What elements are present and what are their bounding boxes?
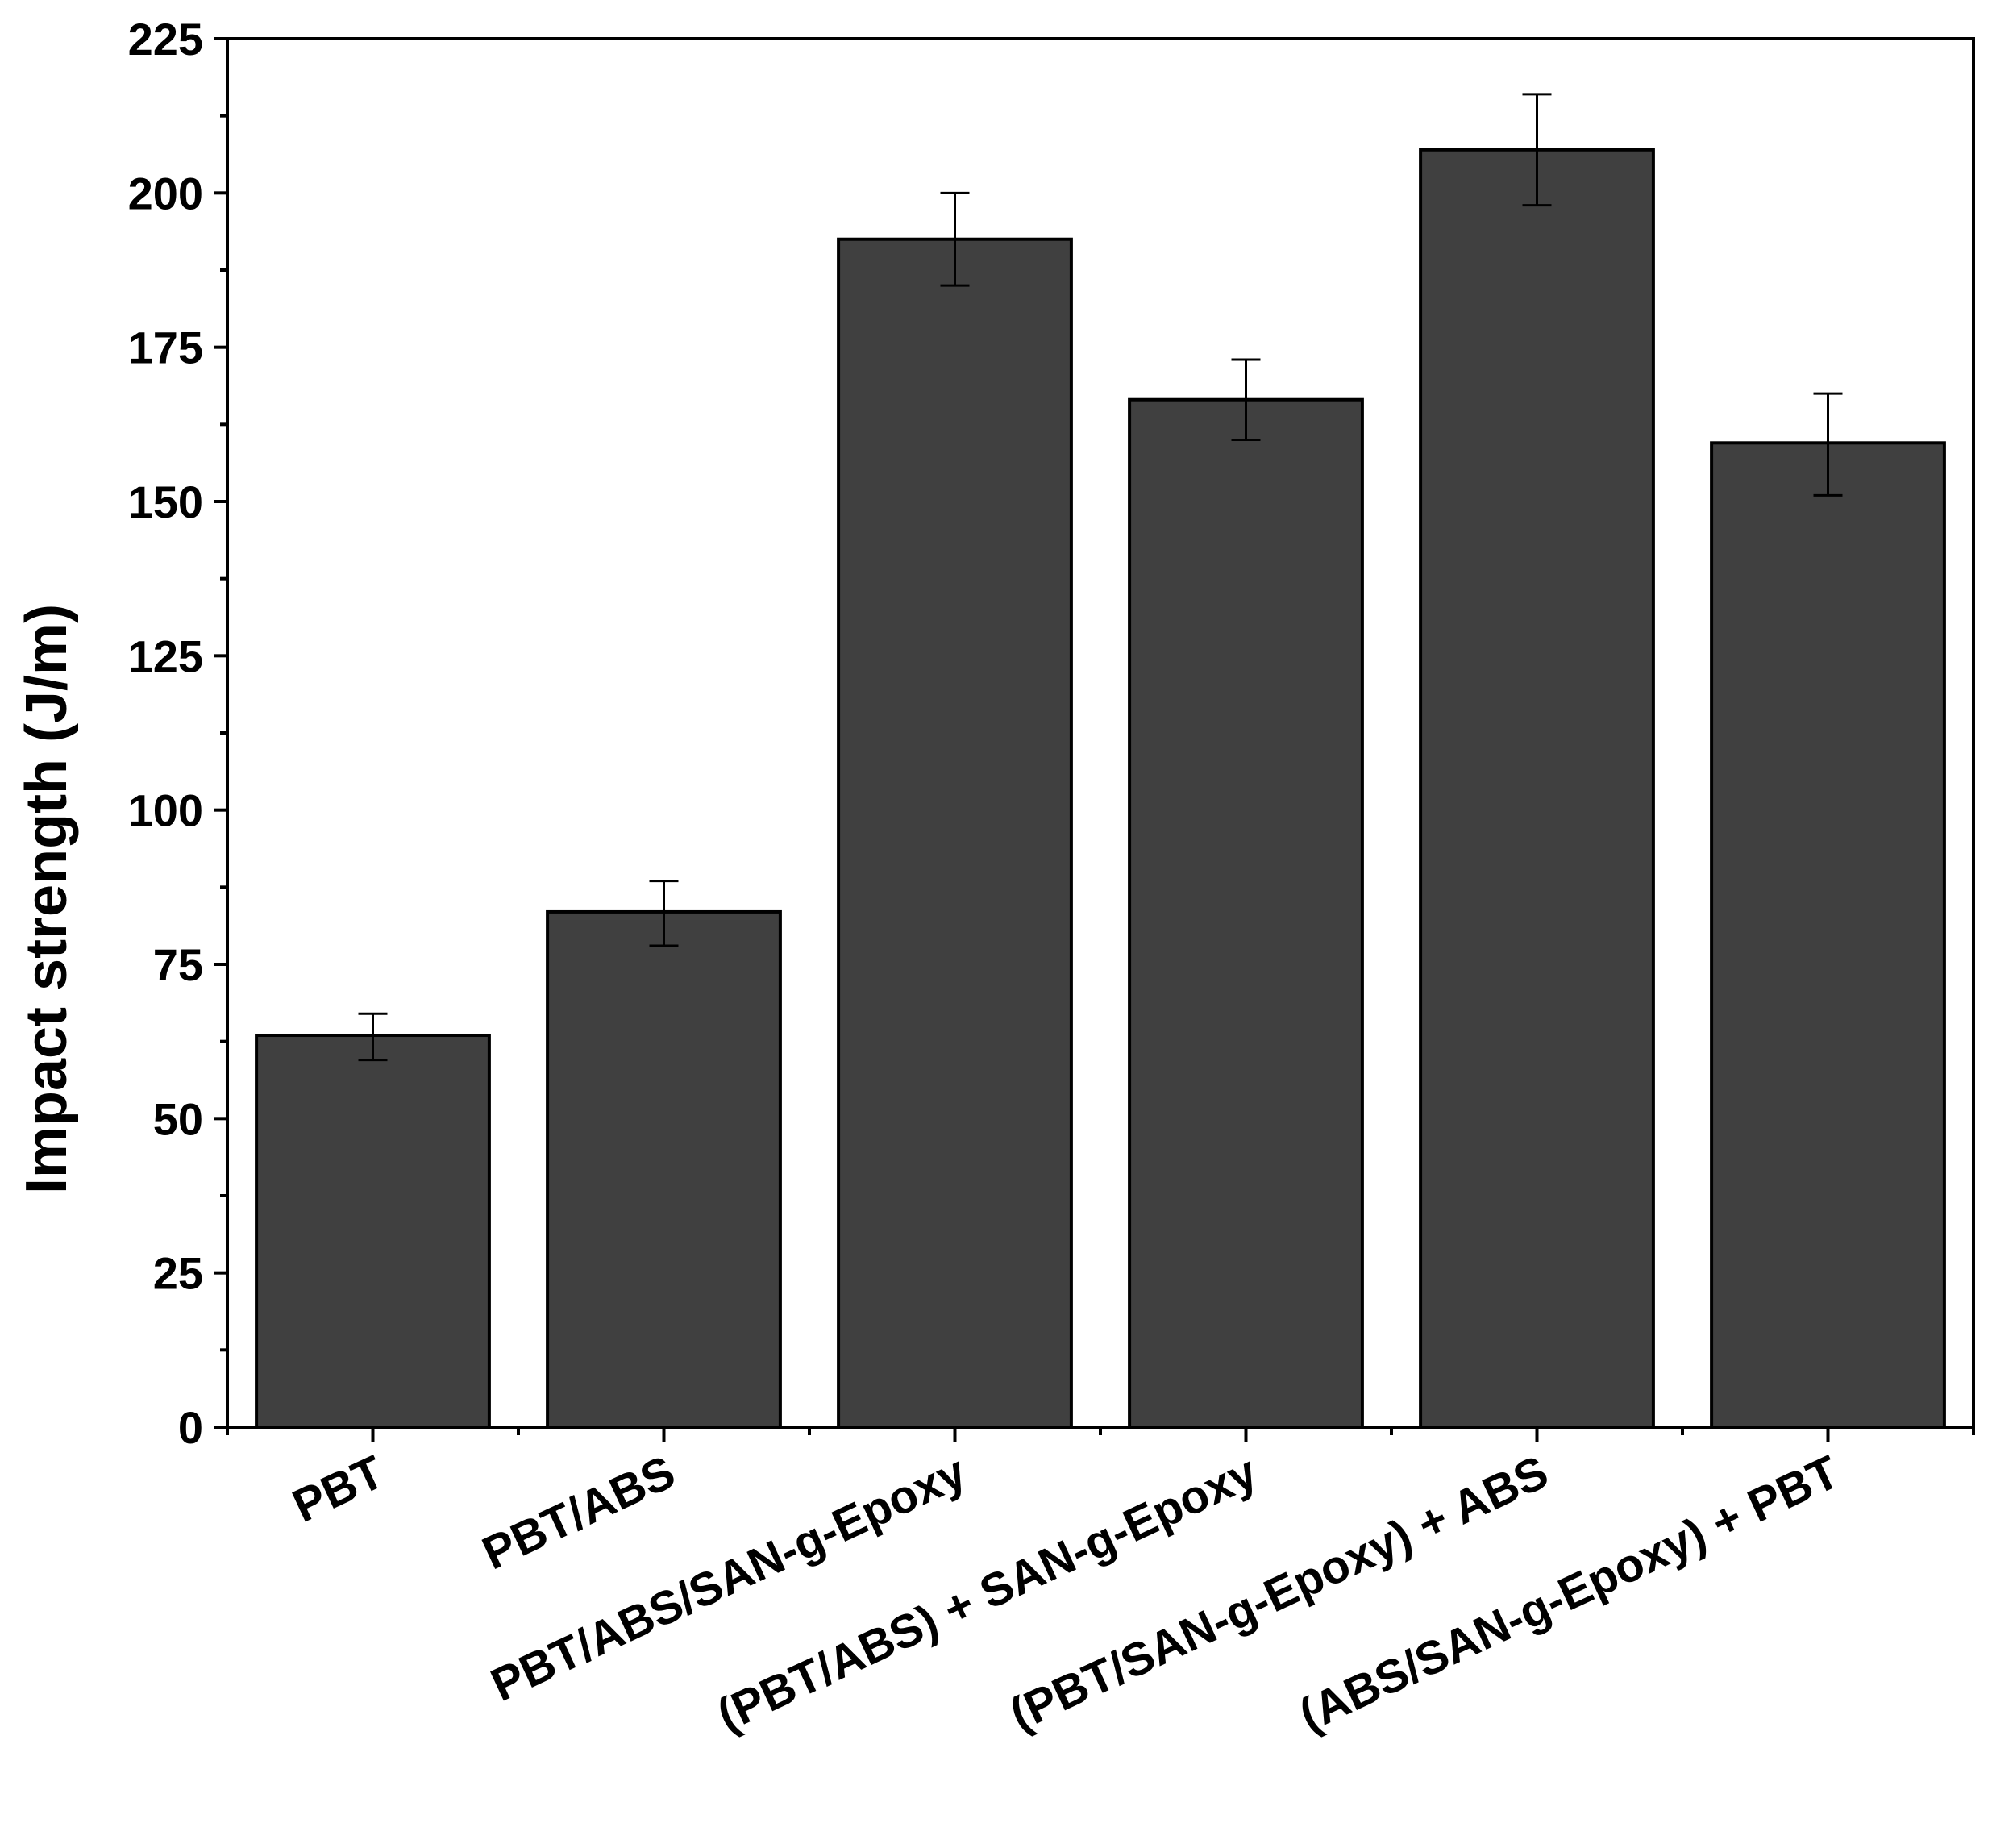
y-tick-label: 225	[128, 14, 203, 65]
bar-2	[546, 909, 782, 1429]
y-tick-label: 75	[153, 939, 203, 990]
error-bars-layer	[358, 93, 1843, 1062]
error-bar-3	[940, 191, 970, 287]
y-tick-label: 175	[128, 323, 203, 373]
x-tick-label: (PBT/SAN-g-Epoxy) + ABS	[1002, 1446, 1556, 1741]
x-tick-label: (PBT/ABS) + SAN-g-Epoxy	[709, 1446, 1265, 1742]
bar-4	[1128, 397, 1364, 1430]
bar-1	[255, 1034, 491, 1429]
bar-3	[837, 237, 1073, 1430]
bars-layer	[255, 148, 1946, 1430]
error-bar-5	[1522, 93, 1552, 207]
y-tick-label: 100	[128, 785, 203, 836]
error-bar-2	[649, 880, 679, 947]
x-tick-label: PBT/ABS/SAN-g-Epoxy	[483, 1446, 974, 1712]
bar-5	[1419, 148, 1655, 1429]
x-tick-label: PBT/ABS	[475, 1446, 683, 1580]
error-bar-1	[358, 1012, 388, 1062]
x-ticks	[226, 1427, 1975, 1442]
y-tick-label: 200	[128, 168, 203, 219]
y-tick-label: 125	[128, 631, 203, 681]
y-axis-title: Impact strength (J/m)	[15, 604, 79, 1194]
y-tick-label: 25	[153, 1248, 203, 1299]
y-tick-label: 150	[128, 477, 203, 527]
x-tick-label: (ABS/SAN-g-Epoxy) + PBT	[1291, 1446, 1847, 1742]
error-bar-4	[1231, 358, 1261, 441]
y-ticks	[214, 37, 227, 1429]
error-bar-6	[1813, 392, 1843, 497]
x-tick-label: PBT	[285, 1446, 392, 1533]
bar-6	[1710, 441, 1946, 1429]
y-tick-label: 50	[153, 1093, 203, 1144]
y-tick-label: 0	[178, 1402, 203, 1453]
axes-layer	[214, 37, 1975, 1442]
